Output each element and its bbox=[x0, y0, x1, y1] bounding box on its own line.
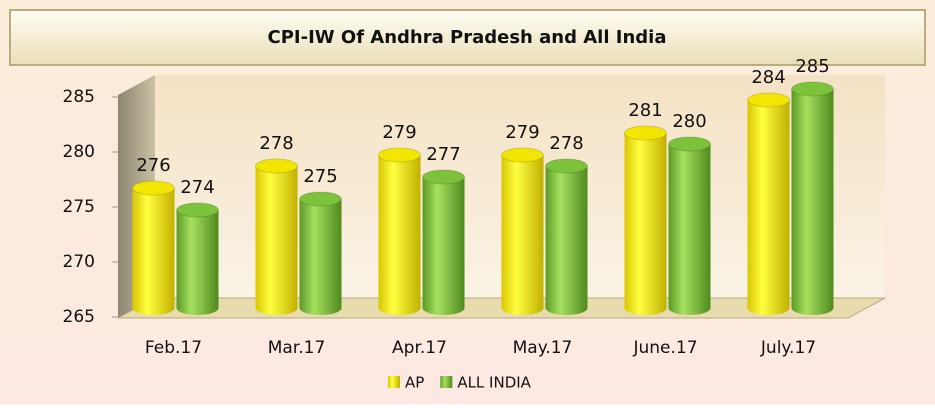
bar-top bbox=[299, 191, 342, 207]
bar bbox=[132, 188, 175, 315]
bar bbox=[255, 166, 298, 316]
y-tick-label: 280 bbox=[63, 142, 95, 162]
y-tick-label: 270 bbox=[63, 252, 95, 272]
bar bbox=[176, 210, 219, 316]
bar bbox=[747, 100, 790, 316]
bar-top bbox=[624, 125, 667, 141]
bar bbox=[299, 199, 342, 316]
title-box bbox=[9, 9, 926, 66]
data-label: 281 bbox=[628, 100, 662, 121]
bar-top bbox=[501, 147, 544, 163]
bar-top bbox=[422, 169, 465, 185]
data-label: 284 bbox=[751, 67, 785, 88]
x-tick-label: Feb.17 bbox=[145, 338, 202, 358]
bar-top bbox=[545, 158, 588, 174]
bar bbox=[422, 177, 465, 316]
y-tick-label: 285 bbox=[63, 87, 95, 107]
legend-swatch bbox=[440, 376, 453, 388]
bar-top bbox=[791, 81, 834, 97]
data-label: 274 bbox=[180, 177, 214, 198]
data-label: 279 bbox=[382, 122, 416, 143]
bar-top bbox=[176, 202, 219, 218]
bar-top bbox=[255, 158, 298, 174]
bar-top bbox=[668, 136, 711, 152]
x-tick-label: May.17 bbox=[513, 338, 573, 358]
x-tick-label: Mar.17 bbox=[268, 338, 326, 358]
chart-title: CPI-IW Of Andhra Pradesh and All India bbox=[268, 27, 667, 48]
x-tick-label: Apr.17 bbox=[392, 338, 447, 358]
y-tick-label: 265 bbox=[63, 307, 95, 327]
data-label: 278 bbox=[259, 133, 293, 154]
data-label: 278 bbox=[549, 133, 583, 154]
data-label: 285 bbox=[795, 56, 829, 77]
bar bbox=[378, 155, 421, 316]
data-label: 275 bbox=[303, 166, 337, 187]
data-label: 277 bbox=[426, 144, 460, 165]
data-label: 276 bbox=[136, 155, 170, 176]
bar bbox=[668, 144, 711, 315]
bar bbox=[791, 89, 834, 316]
data-label: 279 bbox=[505, 122, 539, 143]
bar-top bbox=[378, 147, 421, 163]
legend-swatch bbox=[388, 376, 400, 388]
bar bbox=[501, 155, 544, 316]
data-label: 280 bbox=[672, 111, 706, 132]
bar bbox=[545, 166, 588, 316]
x-tick-label: July.17 bbox=[760, 338, 816, 358]
y-tick-label: 275 bbox=[63, 197, 95, 217]
x-tick-label: June.17 bbox=[632, 338, 697, 358]
legend-label: ALL INDIA bbox=[457, 374, 531, 392]
bar bbox=[624, 133, 667, 316]
legend-label: AP bbox=[405, 374, 424, 392]
bar-top bbox=[747, 92, 790, 108]
bar-top bbox=[132, 180, 175, 196]
